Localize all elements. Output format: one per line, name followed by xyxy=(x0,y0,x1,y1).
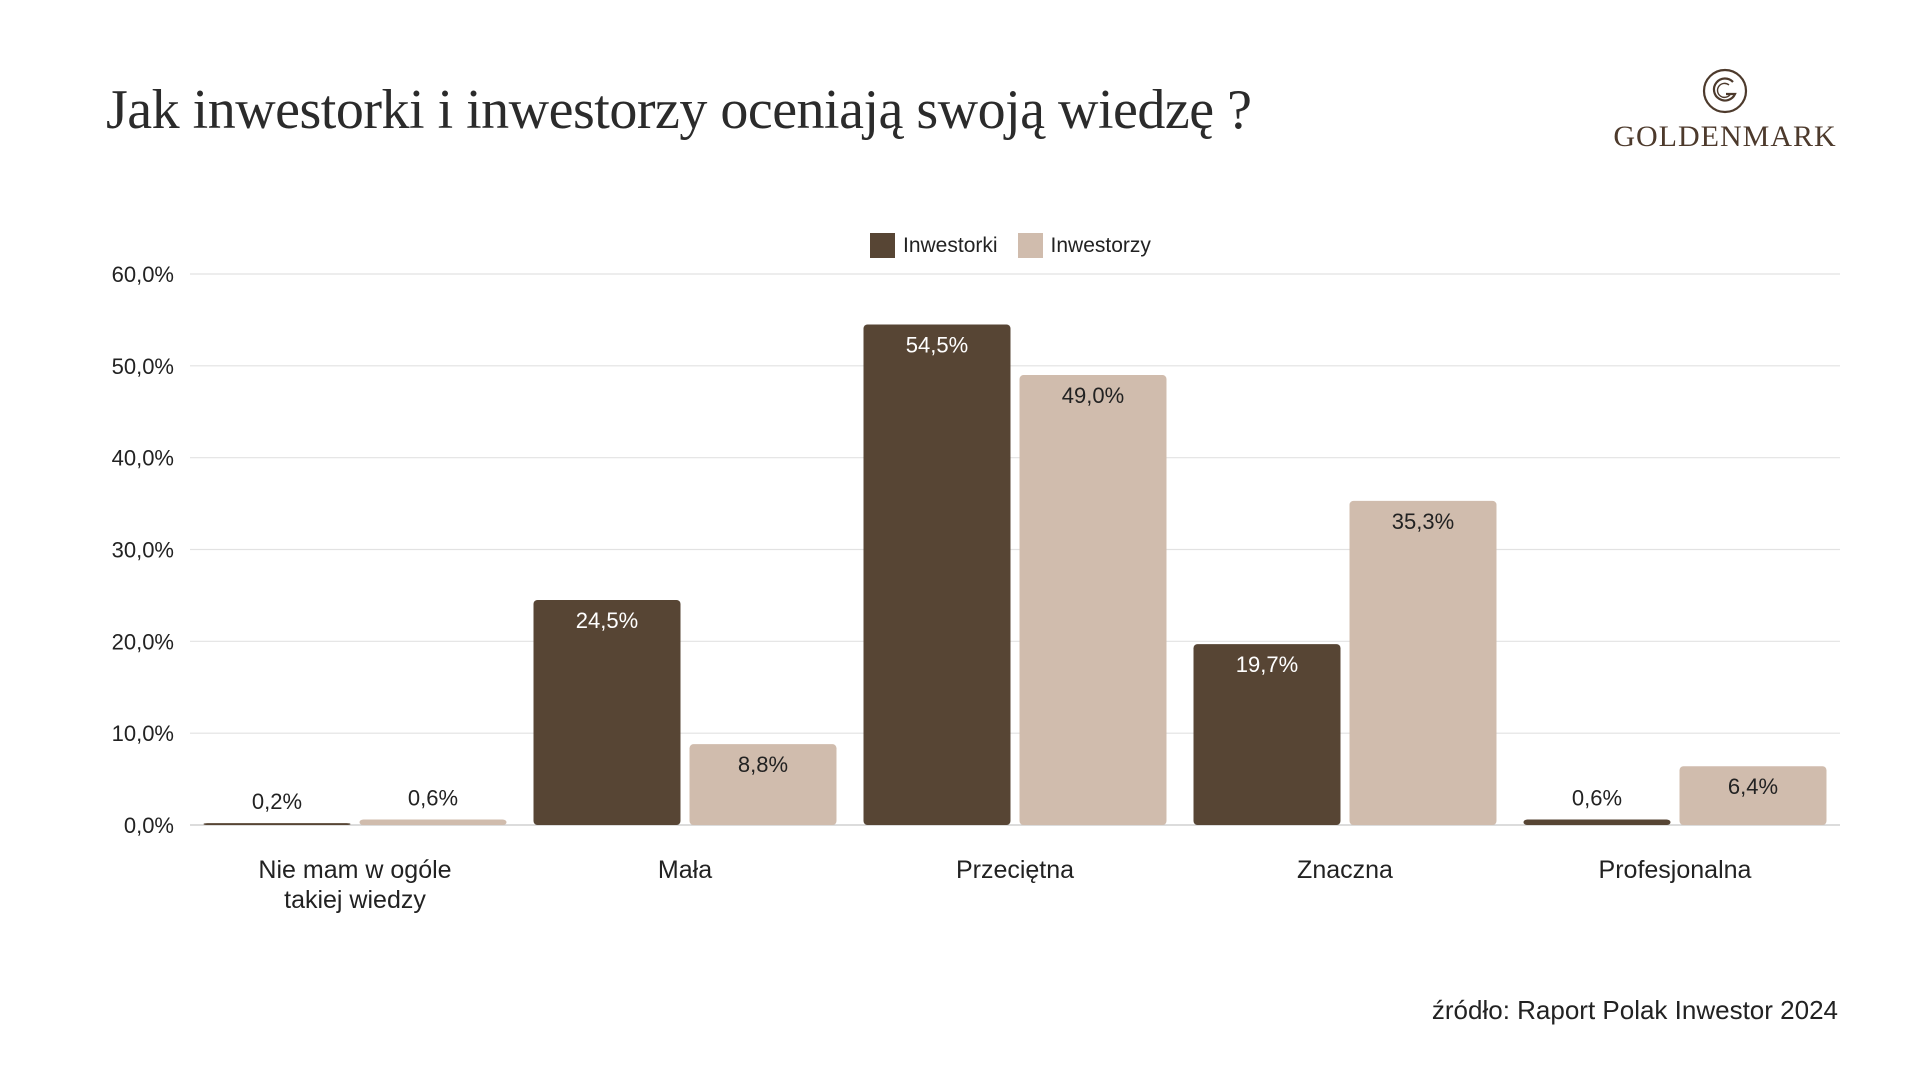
goldenmark-logo: GOLDENMARK xyxy=(1610,68,1840,158)
legend-label-inwestorki: Inwestorki xyxy=(903,233,998,257)
data-label: 0,6% xyxy=(1572,785,1622,810)
data-label: 35,3% xyxy=(1392,509,1454,534)
x-tick-label: Profesjonalna xyxy=(1599,856,1752,884)
bar-inwestorki xyxy=(533,600,681,825)
bar-inwestorki xyxy=(1523,819,1671,825)
page-title: Jak inwestorki i inwestorzy oceniają swo… xyxy=(106,79,1252,141)
y-tick-label: 40,0% xyxy=(112,446,174,471)
y-tick-label: 30,0% xyxy=(112,538,174,563)
data-label: 24,5% xyxy=(576,608,638,633)
data-label: 19,7% xyxy=(1236,652,1298,677)
y-tick-label: 50,0% xyxy=(112,354,174,379)
y-tick-label: 20,0% xyxy=(112,629,174,654)
data-label: 49,0% xyxy=(1062,383,1124,408)
bar-inwestorki xyxy=(863,324,1011,825)
bar-inwestorzy xyxy=(1019,375,1167,825)
logo-text: GOLDENMARK xyxy=(1613,120,1837,153)
x-tick-label: Znaczna xyxy=(1297,856,1393,884)
source-note: źródło: Raport Polak Inwestor 2024 xyxy=(1431,995,1838,1025)
x-tick-label: Mała xyxy=(658,856,712,884)
legend-swatch-inwestorki xyxy=(870,233,895,258)
bar-inwestorki xyxy=(203,823,351,825)
legend-item-inwestorzy: Inwestorzy xyxy=(1017,233,1151,258)
x-tick-label: Przeciętna xyxy=(956,856,1074,884)
y-tick-label: 10,0% xyxy=(112,721,174,746)
data-label: 54,5% xyxy=(906,333,968,358)
legend-item-inwestorki: Inwestorki xyxy=(870,233,998,258)
legend-swatch-inwestorzy xyxy=(1017,233,1043,258)
y-tick-label: 60,0% xyxy=(112,262,174,287)
bar-inwestorzy xyxy=(689,744,837,825)
data-label: 0,2% xyxy=(252,789,302,814)
data-label: 6,4% xyxy=(1728,774,1778,799)
chart-legend: Inwestorki Inwestorzy xyxy=(870,233,1171,258)
bar-inwestorki xyxy=(1193,644,1341,825)
legend-label-inwestorzy: Inwestorzy xyxy=(1050,233,1151,257)
data-label: 8,8% xyxy=(738,752,788,777)
bar-inwestorzy xyxy=(1679,766,1827,825)
y-tick-label: 0,0% xyxy=(124,813,174,838)
goldenmark-g-logo-icon xyxy=(1702,68,1748,114)
data-label: 0,6% xyxy=(408,785,458,810)
bar-inwestorzy xyxy=(1349,500,1497,825)
bar-inwestorzy xyxy=(359,819,507,825)
x-tick-label: Nie mam w ogóle takiej wiedzy xyxy=(258,856,451,914)
